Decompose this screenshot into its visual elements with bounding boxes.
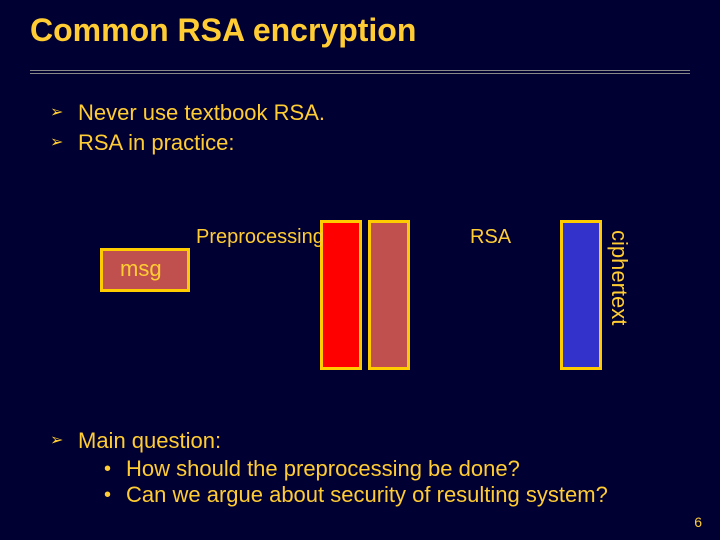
- bullet-row: ➢ Main question:: [50, 428, 690, 454]
- msg-label: msg: [120, 256, 162, 282]
- intermediate-box: [368, 220, 410, 370]
- bullet-marker-icon: ➢: [50, 428, 78, 454]
- ciphertext-box: [560, 220, 602, 370]
- rsa-diagram: Preprocessing RSA msg ciphertext: [0, 220, 720, 380]
- sub-bullet-text: Can we argue about security of resulting…: [126, 482, 608, 508]
- slide: Common RSA encryption ➢ Never use textbo…: [0, 0, 720, 540]
- bullet-marker-icon: ➢: [50, 130, 78, 156]
- preprocessing-box: [320, 220, 362, 370]
- bullet-text: RSA in practice:: [78, 130, 235, 156]
- sub-bullet-row: • Can we argue about security of resulti…: [104, 482, 690, 508]
- bullet-row: ➢ Never use textbook RSA.: [50, 100, 325, 126]
- slide-title: Common RSA encryption: [30, 12, 416, 49]
- page-number: 6: [694, 514, 702, 530]
- sub-bullet-marker-icon: •: [104, 456, 126, 482]
- ciphertext-label: ciphertext: [606, 230, 632, 325]
- bottom-bullets: ➢ Main question: • How should the prepro…: [50, 428, 690, 508]
- bullet-text: Main question:: [78, 428, 221, 454]
- sub-bullet-row: • How should the preprocessing be done?: [104, 456, 690, 482]
- preprocessing-label: Preprocessing: [196, 226, 324, 249]
- sub-bullet-list: • How should the preprocessing be done? …: [104, 456, 690, 508]
- top-bullets: ➢ Never use textbook RSA. ➢ RSA in pract…: [50, 100, 325, 160]
- bullet-row: ➢ RSA in practice:: [50, 130, 325, 156]
- sub-bullet-marker-icon: •: [104, 482, 126, 508]
- bullet-text: Never use textbook RSA.: [78, 100, 325, 126]
- sub-bullet-text: How should the preprocessing be done?: [126, 456, 520, 482]
- bullet-marker-icon: ➢: [50, 100, 78, 126]
- title-underline: [30, 70, 690, 74]
- rsa-label: RSA: [470, 226, 511, 249]
